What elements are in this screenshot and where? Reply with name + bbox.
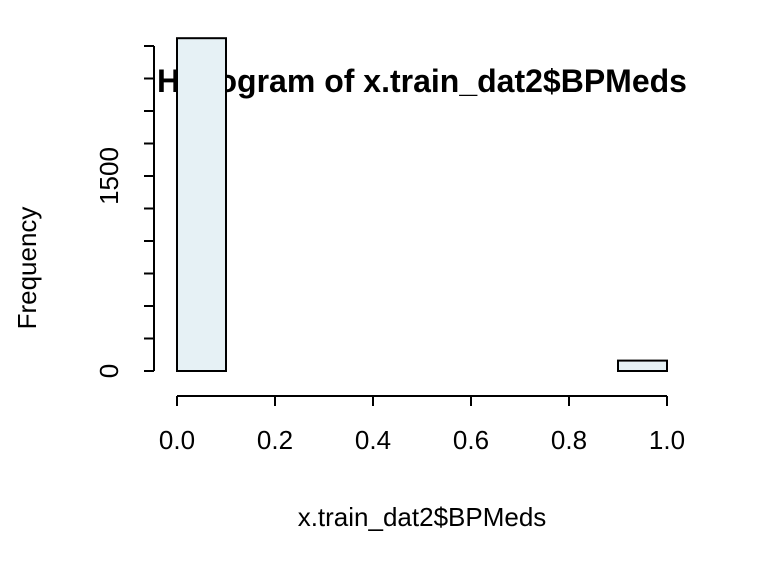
x-tick-label-0: 0.0 bbox=[159, 425, 195, 455]
x-tick-label-1: 0.2 bbox=[257, 425, 293, 455]
x-tick-label-2: 0.4 bbox=[355, 425, 391, 455]
bars-group bbox=[176, 37, 668, 373]
histogram-bar-0 bbox=[176, 37, 227, 372]
x-tick-label-4: 0.8 bbox=[551, 425, 587, 455]
x-tick-label-5: 1.0 bbox=[649, 425, 685, 455]
y-tick-label-0: 0 bbox=[94, 364, 124, 378]
y-tick-label-1: 1500 bbox=[94, 147, 124, 205]
x-axis: 0.0 0.2 0.4 0.6 0.8 1.0 bbox=[159, 395, 685, 455]
chart-title: Histogram of x.train_dat2$BPMeds bbox=[157, 63, 687, 99]
histogram-bar-9 bbox=[617, 359, 668, 373]
y-axis: 0 1500 bbox=[94, 45, 155, 378]
x-axis-label: x.train_dat2$BPMeds bbox=[298, 502, 547, 532]
y-axis-label: Frequency bbox=[12, 207, 42, 330]
x-tick-label-3: 0.6 bbox=[453, 425, 489, 455]
